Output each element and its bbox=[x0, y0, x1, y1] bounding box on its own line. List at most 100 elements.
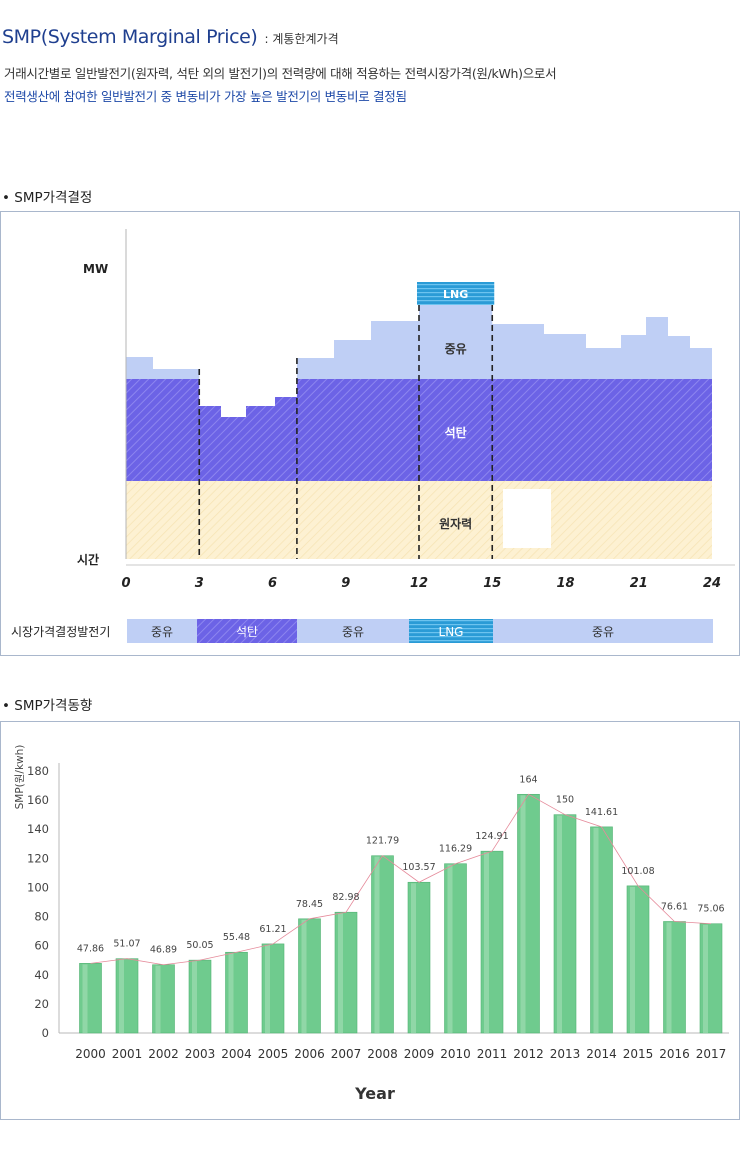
bar-value-label: 141.61 bbox=[585, 807, 618, 818]
y-tick-label: 0 bbox=[42, 1026, 49, 1040]
x-tick-label: 24 bbox=[703, 576, 721, 591]
smp-price-trend-panel: 0 20 40 60 80 100 120 140 160 180 SMP(원/kwh) 47.86… bbox=[0, 721, 740, 1120]
description-line-1: 거래시간별로 일반발전기(원자력, 석탄 외의 발전기)의 전력량에 대해 적용… bbox=[4, 66, 557, 81]
bar-value-label: 47.86 bbox=[77, 943, 104, 954]
bar-value-label: 55.48 bbox=[223, 932, 250, 943]
marginal-generator-cell-oil bbox=[127, 619, 197, 643]
x-tick-label: 18 bbox=[556, 576, 574, 591]
marginal-generator-label: 중유 bbox=[151, 625, 173, 639]
bar-highlight bbox=[520, 795, 526, 1033]
bar-value-label: 78.45 bbox=[296, 899, 323, 910]
marginal-generator-cell-oil bbox=[493, 619, 713, 643]
bar-highlight bbox=[447, 864, 453, 1033]
y-tick-label: 100 bbox=[27, 880, 49, 894]
x-axis-title: Year bbox=[354, 1084, 395, 1103]
y-tick-label: 120 bbox=[27, 851, 49, 865]
x-tick-label: 2016 bbox=[659, 1047, 690, 1061]
x-tick-label: 2011 bbox=[477, 1047, 508, 1061]
layer-label-lng: LNG bbox=[443, 288, 468, 301]
bar-highlight bbox=[228, 953, 234, 1033]
x-tick-label: 15 bbox=[483, 576, 501, 591]
x-tick-label: 2015 bbox=[623, 1047, 654, 1061]
bar-value-label: 76.61 bbox=[661, 901, 688, 912]
bar-value-label: 75.06 bbox=[697, 904, 724, 915]
bar-highlight bbox=[666, 922, 672, 1033]
y-tick-label: 60 bbox=[34, 939, 49, 953]
marginal-generator-cell-oil bbox=[297, 619, 409, 643]
x-tick-label: 2005 bbox=[258, 1047, 289, 1061]
marginal-generator-row-label: 시장가격결정발전기 bbox=[11, 625, 110, 639]
bar-value-label: 121.79 bbox=[366, 836, 399, 847]
x-axis-label: 시간 bbox=[77, 552, 99, 567]
x-tick-label: 2014 bbox=[586, 1047, 617, 1061]
y-tick-label: 180 bbox=[27, 764, 49, 778]
x-tick-label: 2001 bbox=[112, 1047, 143, 1061]
marginal-generator-label: 중유 bbox=[342, 625, 364, 639]
marginal-generator-cell-lng bbox=[409, 619, 493, 643]
bar-value-label: 116.29 bbox=[439, 844, 472, 855]
layer-label-nuclear: 원자력 bbox=[439, 516, 472, 531]
bar-value-label: 50.05 bbox=[186, 940, 213, 951]
x-tick-label: 2013 bbox=[550, 1047, 581, 1061]
layer-label-oil: 중유 bbox=[445, 342, 467, 356]
y-tick-label: 160 bbox=[27, 793, 49, 807]
bar-highlight bbox=[593, 827, 599, 1033]
x-tick-label: 2007 bbox=[331, 1047, 362, 1061]
layer-label-coal: 석탄 bbox=[445, 425, 467, 440]
page-title-sub: : 계통한계가격 bbox=[264, 32, 339, 46]
bar-highlight bbox=[119, 959, 124, 1033]
trend-line bbox=[90, 793, 712, 966]
bar-value-label: 82.98 bbox=[332, 892, 359, 903]
y-axis-label: MW bbox=[83, 262, 108, 276]
section-heading-price-trend: • SMP가격동향 bbox=[2, 698, 93, 714]
oil-area bbox=[126, 305, 712, 379]
description-line-2-highlight: 전력생산에 참여한 일반발전기 중 변동비가 가장 높은 발전기의 변동비로 결… bbox=[4, 89, 407, 104]
bar-value-label: 124.91 bbox=[475, 831, 508, 842]
marginal-generator-label: LNG bbox=[439, 625, 464, 639]
bar-highlight bbox=[484, 852, 489, 1033]
y-tick-label: 20 bbox=[34, 997, 49, 1011]
page-title-main: SMP(System Marginal Price) bbox=[2, 26, 258, 48]
y-tick-label: 40 bbox=[34, 968, 49, 982]
bar-highlight bbox=[411, 883, 416, 1033]
x-tick-label: 2017 bbox=[696, 1047, 727, 1061]
marginal-generator-label: 중유 bbox=[592, 625, 614, 639]
bar-highlight bbox=[192, 961, 197, 1033]
bar-highlight bbox=[301, 919, 307, 1033]
bar-value-label: 61.21 bbox=[259, 924, 286, 935]
x-tick-label: 2012 bbox=[513, 1047, 544, 1061]
x-tick-label: 2010 bbox=[440, 1047, 471, 1061]
x-tick-label: 2002 bbox=[148, 1047, 179, 1061]
bar-highlight bbox=[338, 913, 343, 1033]
y-axis-label: SMP(원/kwh) bbox=[14, 745, 26, 810]
bar-value-label: 46.89 bbox=[150, 945, 177, 956]
x-tick-label: 3 bbox=[195, 576, 204, 591]
x-tick-label: 2004 bbox=[221, 1047, 252, 1061]
x-tick-label: 2003 bbox=[185, 1047, 216, 1061]
x-tick-label: 21 bbox=[630, 576, 648, 591]
bar-highlight bbox=[703, 924, 708, 1033]
marginal-generator-label: 석탄 bbox=[236, 625, 258, 639]
nuclear-gap bbox=[503, 489, 551, 548]
x-tick-label: 2006 bbox=[294, 1047, 325, 1061]
bar-highlight bbox=[630, 886, 635, 1033]
section-heading-price-determination: • SMP가격결정 bbox=[2, 190, 93, 206]
x-tick-label: 9 bbox=[341, 576, 350, 591]
y-tick-label: 80 bbox=[34, 910, 49, 924]
bar-highlight bbox=[557, 815, 562, 1033]
x-tick-label: 6 bbox=[268, 576, 277, 591]
page-title: SMP(System Marginal Price) : 계통한계가격 bbox=[2, 26, 339, 48]
x-tick-label: 2000 bbox=[75, 1047, 106, 1061]
x-tick-label: 2009 bbox=[404, 1047, 435, 1061]
x-tick-label: 12 bbox=[410, 576, 428, 591]
marginal-generator-cell-coal bbox=[197, 619, 297, 643]
bar-highlight bbox=[265, 944, 270, 1033]
bar-value-label: 103.57 bbox=[402, 862, 435, 873]
bar-value-label: 51.07 bbox=[113, 939, 140, 950]
smp-price-determination-panel: LNG 중유 석탄 원자력 MW 시간 0 3 6 9 12 15 18 21 24 시장가격결정발전기 중… bbox=[0, 211, 740, 656]
y-tick-label: 140 bbox=[27, 822, 49, 836]
bar-value-label: 164 bbox=[519, 774, 537, 785]
bar-value-label: 101.08 bbox=[621, 866, 654, 877]
